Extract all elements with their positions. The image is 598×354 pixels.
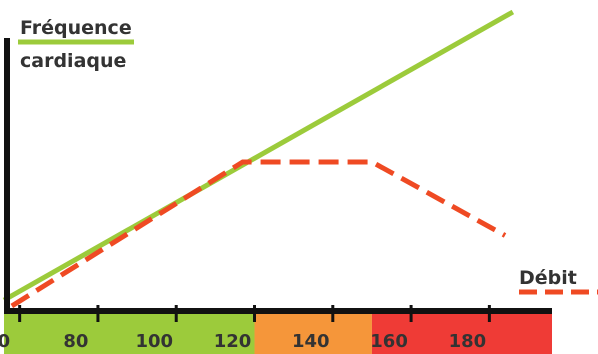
x-tick-label-140: 140 — [292, 331, 330, 352]
x-tick-label-100: 100 — [135, 331, 173, 352]
legend-debit-label: Débit — [519, 267, 577, 289]
x-tick-label-120: 120 — [214, 331, 252, 352]
zone-band-1 — [254, 314, 372, 354]
x-axis-zones — [4, 314, 552, 354]
x-tick-label-180: 180 — [449, 331, 487, 352]
legend-frequence-line2: cardiaque — [20, 50, 126, 72]
legend-frequence-line1: Fréquence — [20, 17, 132, 39]
zone-band-0 — [4, 314, 255, 354]
x-tick-label-80: 80 — [63, 331, 88, 352]
x-tick-label-60: 60 — [0, 331, 10, 352]
series-line-1 — [10, 159, 507, 309]
x-axis-ticks: 60 80 100 120 140 160 180 — [0, 305, 491, 352]
series-lines — [2, 9, 515, 309]
x-tick-label-160: 160 — [370, 331, 408, 352]
series-line-0 — [2, 9, 515, 303]
zone-band-2 — [371, 314, 552, 354]
